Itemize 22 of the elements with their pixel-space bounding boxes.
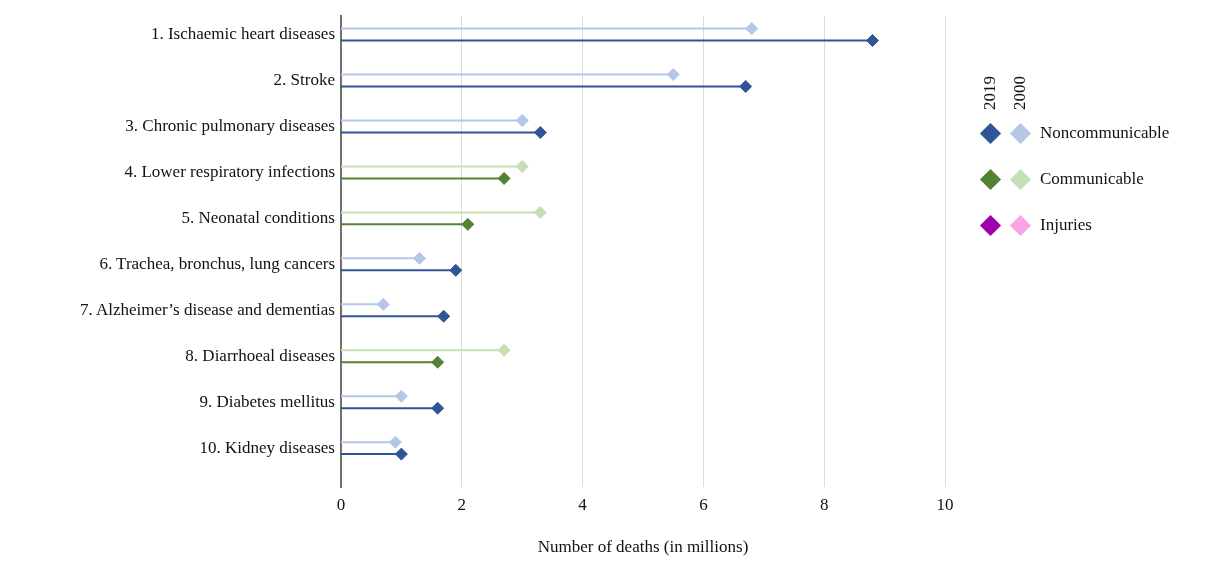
x-tick-label: 4 — [578, 494, 588, 514]
x-tick-label: 0 — [336, 494, 346, 514]
x-tick-label: 2 — [457, 494, 467, 514]
text: 2000 — [1009, 76, 1030, 110]
x-tick-label: 8 — [819, 494, 829, 514]
x-tick-label: 10 — [936, 494, 954, 514]
y-tick-label: 4. Lower respiratory infections — [124, 161, 335, 181]
legend-label: Injuries — [1040, 215, 1092, 235]
y-tick-label: 2. Stroke — [273, 70, 335, 89]
x-tick-label: 6 — [699, 494, 708, 514]
legend-label: Communicable — [1040, 169, 1144, 189]
legend-label: Noncommunicable — [1040, 123, 1170, 143]
y-tick-label: 7. Alzheimer’s disease and dementias — [79, 299, 335, 319]
y-tick-label: 3. Chronic pulmonary diseases — [125, 115, 335, 135]
text: 2019 — [979, 76, 1000, 110]
y-tick-label: 5. Neonatal conditions — [181, 207, 335, 227]
y-tick-label: 10. Kidney diseases — [199, 437, 335, 457]
y-tick-label: 6. Trachea, bronchus, lung cancers — [99, 253, 335, 273]
y-tick-label: 1. Ischaemic heart diseases — [150, 24, 335, 44]
x-axis-title: Number of deaths (in millions) — [537, 537, 749, 557]
y-tick-label: 9. Diabetes mellitus — [199, 391, 335, 411]
y-tick-label: 8. Diarrhoeal diseases — [185, 345, 335, 365]
